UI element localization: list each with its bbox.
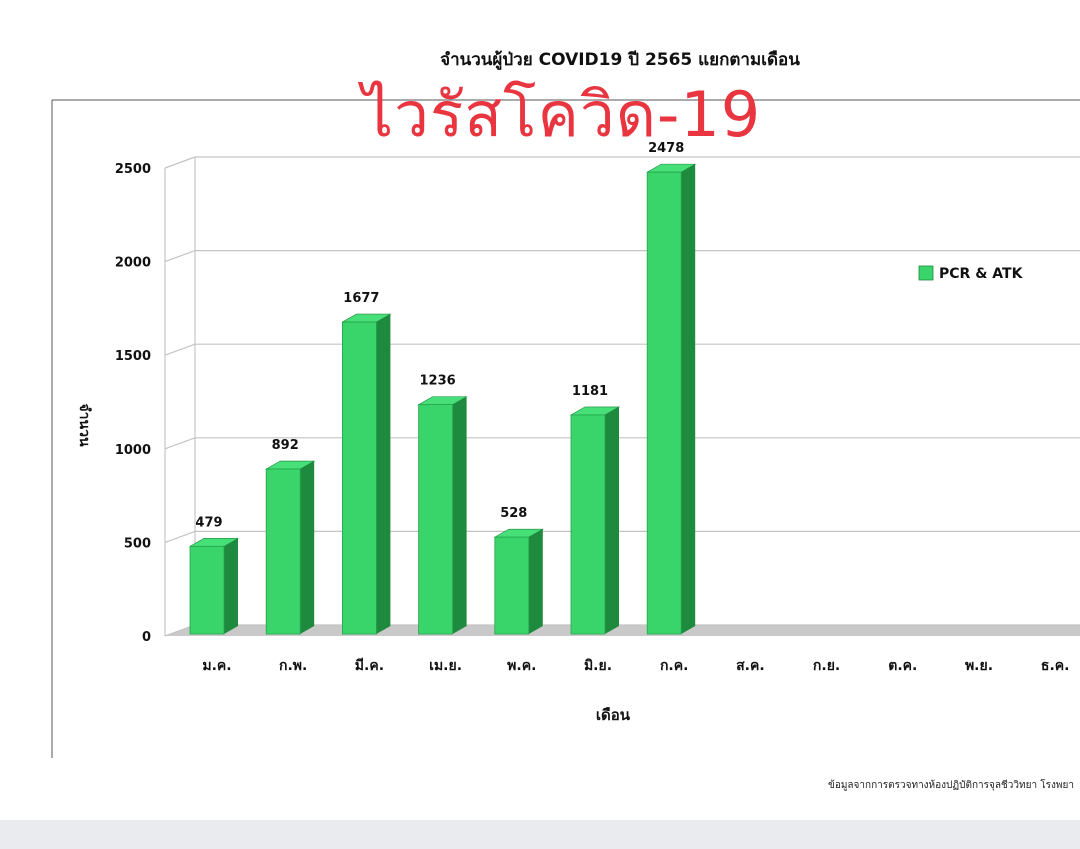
data-label: 1677 [343,291,379,306]
bar [265,460,316,635]
legend-label-pcr-atk: PCR & ATK [939,266,1024,282]
chart-sheet [0,0,1080,821]
plot-floor [165,625,1080,636]
y-tick-label: 2000 [115,256,151,271]
x-tick-label: พ.ค. [507,658,536,674]
x-tick-label: เม.ย. [429,658,462,674]
bar-chart: 479 892 1677 1236 528 1181 2478 0 500 1000 1500 20… [51,99,1080,758]
bar-side [605,406,619,634]
x-tick-label: ส.ค. [736,658,765,674]
bar-front [418,404,454,635]
data-label: 892 [272,438,299,453]
bar-front [341,321,377,635]
gridline-side [164,530,196,543]
chart-title: จำนวนผู้ป่วย COVID19 ปี 2565 แยกตามเดือน [440,50,800,70]
x-tick-label: ต.ค. [888,658,917,674]
bar-front [570,414,606,635]
bar [569,406,621,635]
y-tick-label: 2500 [115,162,151,177]
x-tick-label: ก.ย. [813,658,840,674]
bar [417,396,468,635]
y-tick-label: 1000 [115,443,151,458]
x-tick-label: มิ.ย. [584,658,612,674]
bar [341,313,392,635]
bar [493,528,544,635]
bottom-strip [0,820,1080,849]
data-label: 2478 [648,141,684,156]
legend-swatch-pcr-atk [918,265,934,281]
bar [188,538,240,635]
bar-front [646,171,682,635]
gridline-side [164,156,196,169]
data-label: 1181 [572,384,608,399]
gridline-side [164,250,196,263]
x-axis-label: เดือน [596,706,631,724]
y-tick-label: 0 [142,630,151,645]
y-tick-label: 500 [124,536,151,551]
gridline-side [164,343,196,356]
bar-side [452,396,467,634]
data-label: 528 [500,506,527,521]
bar-front [494,536,530,635]
x-tick-label: ธ.ค. [1041,658,1070,674]
bar-side [376,314,391,634]
bar-side [681,164,696,634]
x-tick-label: มี.ค. [355,658,384,674]
y-axis-label: จำนวน [76,403,92,446]
x-tick-label: พ.ย. [965,658,993,674]
data-label: 479 [195,515,222,530]
overlay-text: ไวรัสโควิด-19 [362,78,762,151]
x-tick-label: ก.ค. [660,658,688,674]
data-label: 1236 [420,374,456,389]
x-tick-label: ม.ค. [202,658,231,674]
footer-note: ข้อมูลจากการตรวจทางห้องปฏิบัติการจุลชีวว… [828,780,1074,791]
bar [646,163,697,635]
bar-side [224,538,238,634]
y-tick-label: 1500 [115,349,151,364]
bar-front [265,468,301,635]
bar-front [189,545,225,635]
x-tick-label: ก.พ. [279,658,307,674]
bar-side [300,461,315,634]
bar-side [528,529,543,634]
gridline-side [164,437,196,450]
